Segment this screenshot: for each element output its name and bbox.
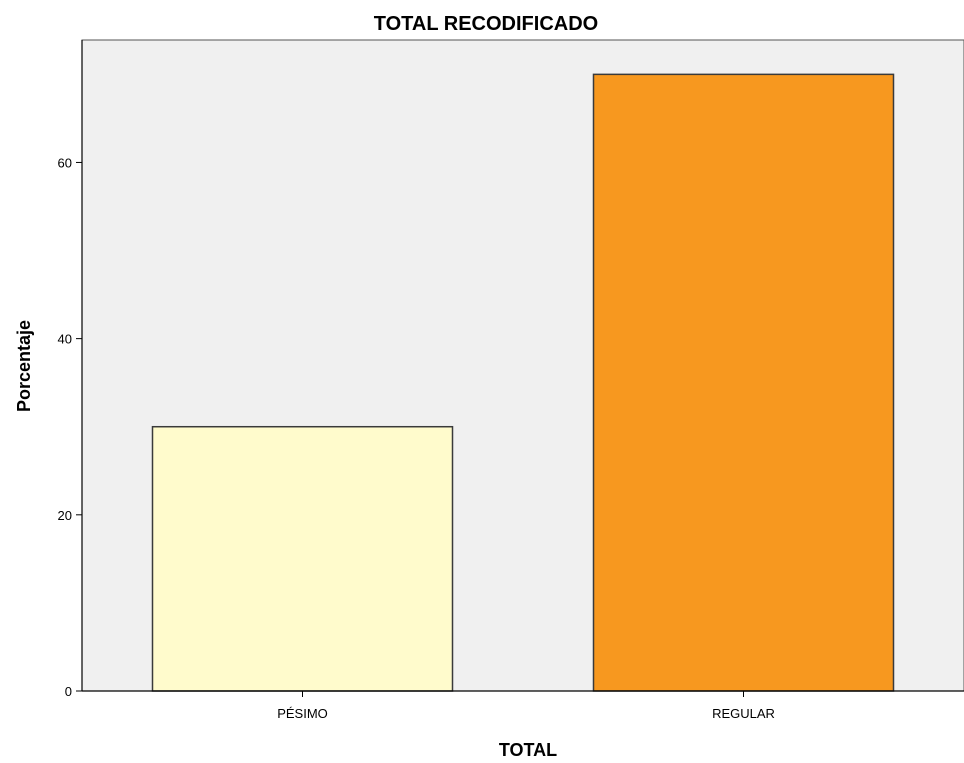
x-tick-label-0: PÉSIMO bbox=[277, 706, 328, 721]
y-tick-label-1: 20 bbox=[58, 508, 72, 523]
y-axis-label: Porcentaje bbox=[14, 320, 34, 412]
chart-title: TOTAL RECODIFICADO bbox=[374, 13, 598, 35]
y-axis: 0 20 40 60 bbox=[58, 40, 83, 699]
y-tick-label-2: 40 bbox=[58, 332, 72, 347]
x-axis-label: TOTAL bbox=[499, 740, 557, 760]
x-tick-label-1: REGULAR bbox=[712, 706, 775, 721]
y-tick-label-3: 60 bbox=[58, 155, 72, 170]
x-axis: PÉSIMO REGULAR bbox=[82, 690, 964, 721]
y-tick-label-0: 0 bbox=[65, 684, 72, 699]
bar-0 bbox=[151, 425, 454, 692]
bar-1 bbox=[592, 73, 895, 692]
